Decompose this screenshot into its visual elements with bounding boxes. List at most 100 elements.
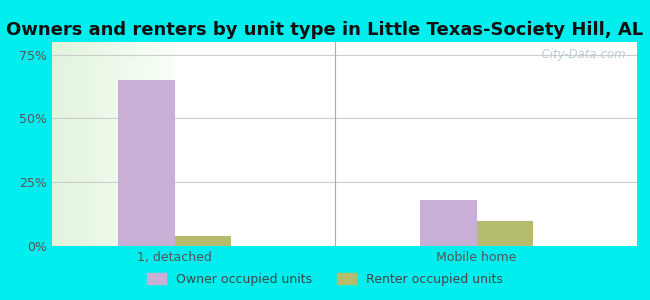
Bar	[25, 42, 27, 246]
Bar	[66, 42, 67, 246]
Bar	[42, 42, 44, 246]
Bar	[32, 42, 33, 246]
Bar	[1, 42, 2, 246]
Bar	[12, 42, 13, 246]
Bar	[114, 42, 115, 246]
Bar	[105, 42, 106, 246]
Bar	[115, 42, 116, 246]
Bar	[20, 42, 21, 246]
Bar	[86, 42, 87, 246]
Bar	[94, 42, 96, 246]
Bar	[55, 42, 56, 246]
Bar	[77, 42, 79, 246]
Bar	[79, 42, 81, 246]
Bar	[84, 42, 85, 246]
Bar	[132, 42, 133, 246]
Bar	[98, 42, 99, 246]
Bar	[134, 42, 135, 246]
Bar	[40, 42, 41, 246]
Bar	[164, 42, 165, 246]
Bar	[53, 42, 54, 246]
Bar	[139, 42, 140, 246]
Text: Owners and renters by unit type in Little Texas-Society Hill, AL: Owners and renters by unit type in Littl…	[6, 21, 644, 39]
Bar	[125, 42, 127, 246]
Bar	[29, 42, 31, 246]
Bar	[15, 42, 16, 246]
Bar	[92, 42, 94, 246]
Bar	[154, 42, 155, 246]
Bar	[109, 42, 110, 246]
Bar	[62, 42, 63, 246]
Bar	[58, 42, 60, 246]
Bar	[10, 42, 12, 246]
Bar	[163, 42, 164, 246]
Bar	[127, 42, 129, 246]
Bar	[153, 42, 154, 246]
Bar	[37, 42, 38, 246]
Bar	[33, 42, 34, 246]
Bar	[51, 42, 52, 246]
Bar	[48, 42, 49, 246]
Bar	[121, 42, 122, 246]
Bar	[35, 42, 36, 246]
Bar	[16, 42, 17, 246]
Bar	[81, 42, 82, 246]
Bar	[96, 42, 97, 246]
Bar	[137, 42, 138, 246]
Bar	[113, 42, 114, 246]
Bar	[68, 42, 69, 246]
Bar	[90, 42, 91, 246]
Bar	[167, 42, 168, 246]
Bar	[18, 42, 19, 246]
Bar	[50, 42, 51, 246]
Bar	[88, 42, 89, 246]
Bar	[158, 42, 159, 246]
Bar	[161, 42, 162, 246]
Bar	[6, 42, 8, 246]
Bar	[162, 42, 163, 246]
Bar	[64, 42, 65, 246]
Legend: Owner occupied units, Renter occupied units: Owner occupied units, Renter occupied un…	[142, 268, 508, 291]
Bar	[31, 42, 32, 246]
Bar	[99, 42, 100, 246]
Bar	[151, 42, 152, 246]
Bar	[69, 42, 70, 246]
Bar	[47, 42, 48, 246]
Bar	[156, 42, 157, 246]
Bar	[144, 42, 146, 246]
Bar	[100, 42, 101, 246]
Bar	[27, 42, 29, 246]
Bar	[150, 42, 151, 246]
Bar	[2, 42, 3, 246]
Bar	[175, 236, 231, 246]
Bar	[0, 42, 1, 246]
Bar	[130, 42, 131, 246]
Bar	[82, 42, 83, 246]
Bar	[166, 42, 167, 246]
Bar	[65, 42, 66, 246]
Bar	[85, 42, 86, 246]
Bar	[8, 42, 10, 246]
Bar	[155, 42, 156, 246]
Bar	[73, 42, 75, 246]
Bar	[118, 42, 119, 246]
Bar	[148, 42, 150, 246]
Bar	[169, 42, 170, 246]
Bar	[54, 42, 55, 246]
Bar	[91, 42, 92, 246]
Bar	[106, 42, 107, 246]
Bar	[52, 42, 53, 246]
Bar	[140, 42, 142, 246]
Bar	[39, 42, 40, 246]
Bar	[49, 42, 50, 246]
Bar	[129, 42, 130, 246]
Bar	[152, 42, 153, 246]
Bar	[120, 42, 121, 246]
Bar	[87, 42, 88, 246]
Bar	[107, 42, 108, 246]
Bar	[111, 42, 112, 246]
Bar	[131, 42, 132, 246]
Bar	[5, 42, 6, 246]
Bar	[13, 42, 14, 246]
Bar	[172, 42, 173, 246]
